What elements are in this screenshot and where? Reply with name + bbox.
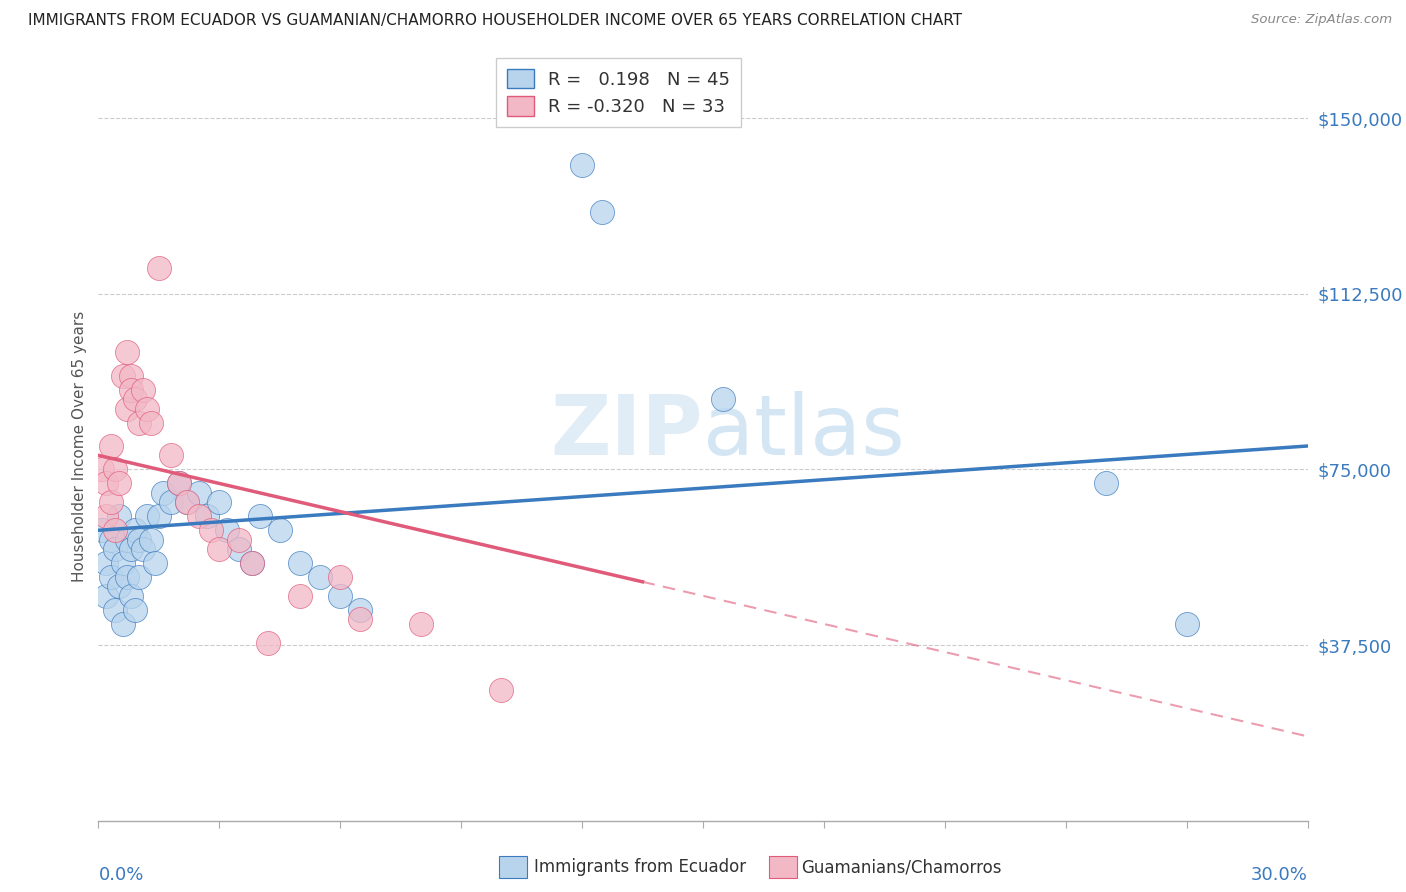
Point [143,556,166,570]
Point [208,495,231,509]
Text: IMMIGRANTS FROM ECUADOR VS GUAMANIAN/CHAMORRO HOUSEHOLDER INCOME OVER 65 YEARS C: IMMIGRANTS FROM ECUADOR VS GUAMANIAN/CHA… [28,13,962,29]
Point [139,416,162,430]
Point [176,495,198,509]
Point [103,462,125,476]
Text: Guamanians/Chamorros: Guamanians/Chamorros [801,858,1002,876]
Point [167,476,190,491]
Text: ZIP: ZIP [551,391,703,472]
Point [329,589,352,603]
Point [111,556,134,570]
Point [128,533,150,547]
Point [120,542,142,557]
Point [124,392,146,407]
Point [160,449,183,463]
Point [208,542,231,557]
Point [120,383,142,397]
Text: atlas: atlas [703,391,904,472]
Point [711,392,734,407]
Point [107,509,129,524]
Point [167,476,190,491]
Point [1175,617,1198,632]
Point [571,158,593,172]
Point [128,570,150,584]
Point [176,495,198,509]
Point [491,682,513,697]
Point [132,383,155,397]
Point [329,570,352,584]
Point [139,533,162,547]
Point [160,495,183,509]
Point [111,368,134,383]
Text: Source: ZipAtlas.com: Source: ZipAtlas.com [1251,13,1392,27]
Point [91,523,114,537]
Point [288,589,311,603]
Point [256,635,278,649]
Point [115,345,138,359]
Text: 0.0%: 0.0% [98,865,143,884]
Point [103,523,125,537]
Point [152,485,174,500]
Point [188,509,211,524]
Point [111,617,134,632]
Point [100,439,122,453]
Point [240,556,263,570]
Point [107,476,129,491]
Point [148,261,170,276]
Point [103,542,125,557]
Point [349,603,371,617]
Point [124,523,146,537]
Point [349,612,371,626]
Point [100,570,122,584]
Text: 30.0%: 30.0% [1251,865,1308,884]
Point [107,580,129,594]
Point [309,570,332,584]
Point [120,589,142,603]
Point [124,603,146,617]
Point [103,603,125,617]
Point [115,533,138,547]
Point [1095,476,1118,491]
Y-axis label: Householder Income Over 65 years: Householder Income Over 65 years [72,310,87,582]
Point [148,509,170,524]
Point [188,485,211,500]
Point [115,401,138,416]
Point [240,556,263,570]
Point [228,533,250,547]
Point [96,509,118,524]
Point [100,495,122,509]
Point [217,523,239,537]
Text: Immigrants from Ecuador: Immigrants from Ecuador [534,858,747,876]
Point [96,589,118,603]
Point [200,523,222,537]
Point [409,617,432,632]
Point [132,542,155,557]
Point [228,542,250,557]
Point [135,509,157,524]
Point [128,416,150,430]
Point [96,476,118,491]
Point [91,462,114,476]
Point [269,523,291,537]
Point [135,401,157,416]
Point [195,509,218,524]
Point [115,570,138,584]
Point [288,556,311,570]
Point [249,509,271,524]
Point [100,533,122,547]
Point [120,368,142,383]
Point [591,205,613,219]
Point [96,556,118,570]
Legend: R =   0.198   N = 45, R = -0.320   N = 33: R = 0.198 N = 45, R = -0.320 N = 33 [496,58,741,127]
